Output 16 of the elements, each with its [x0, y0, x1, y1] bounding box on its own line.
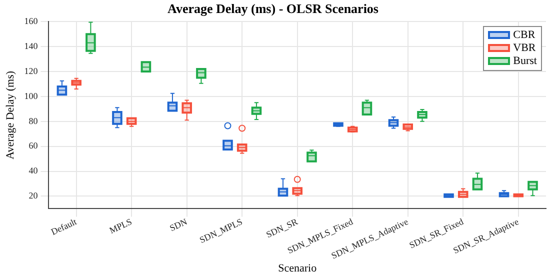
y-tick-label: 100 [24, 90, 38, 101]
y-tick-label: 20 [28, 190, 38, 201]
y-tick-label: 140 [24, 40, 38, 51]
y-axis-title: Average Delay (ms) [4, 70, 16, 160]
x-tick-label: SDN [168, 216, 190, 234]
legend-label: CBR [513, 28, 536, 42]
chart-title: Average Delay (ms) - OLSR Scenarios [168, 1, 378, 16]
legend-label: VBR [513, 42, 536, 55]
x-axis-title: Scenario [278, 262, 318, 274]
legend-label: Burst [513, 54, 537, 68]
y-tick-label: 60 [28, 140, 38, 151]
y-tick-label: 120 [24, 66, 38, 76]
y-tick-label: 80 [28, 116, 38, 126]
y-tick-label: 160 [24, 16, 38, 26]
x-tick-label: MPLS [108, 216, 134, 236]
y-tick-label: 40 [28, 166, 38, 176]
